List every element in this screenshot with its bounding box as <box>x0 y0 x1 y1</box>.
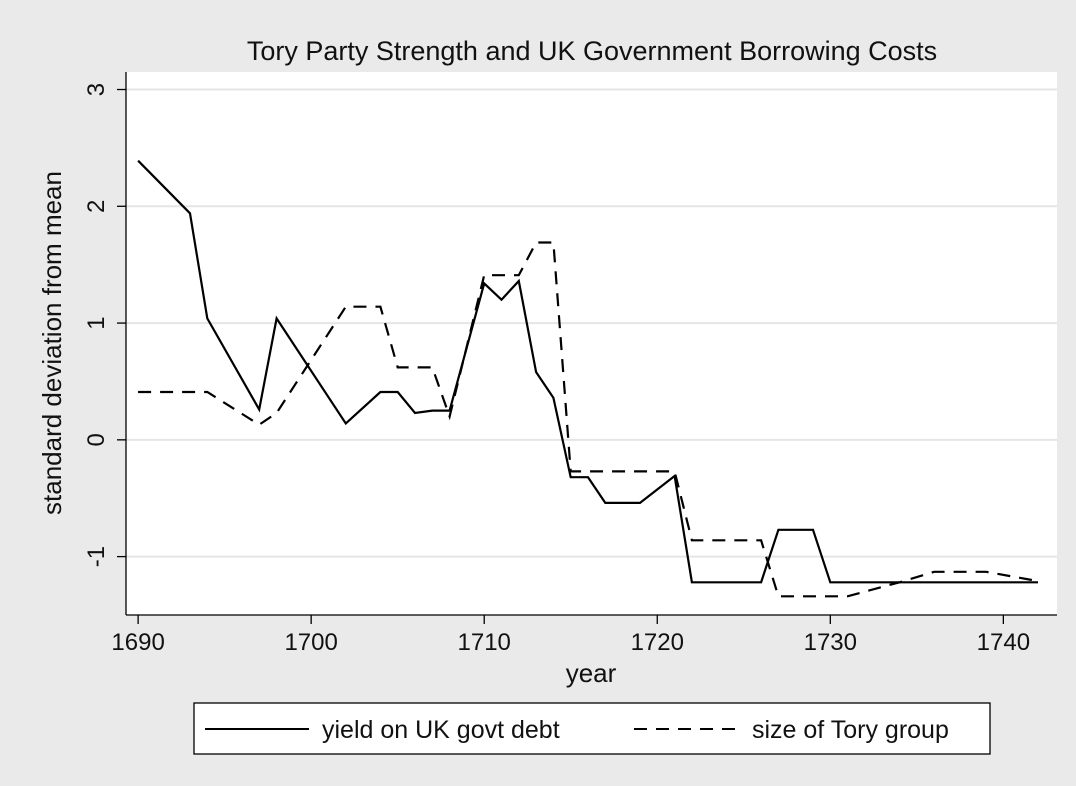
y-tick-label: 3 <box>83 83 110 96</box>
x-tick-label: 1710 <box>458 629 511 656</box>
series-line-yield <box>137 159 1038 584</box>
chart-title: Tory Party Strength and UK Government Bo… <box>247 36 937 66</box>
series-layer <box>137 159 1039 598</box>
x-tick-label: 1740 <box>977 629 1030 656</box>
x-tick-label: 1730 <box>804 629 857 656</box>
x-tick-label: 1720 <box>631 629 684 656</box>
legend-label-yield: yield on UK govt debt <box>322 716 560 744</box>
x-axis-label: year <box>566 658 617 688</box>
y-tick-label: 1 <box>83 316 110 329</box>
x-axis-ticks: 1690 1700 1710 1720 1730 1740 <box>111 615 1030 656</box>
series-line-tory <box>138 241 1039 598</box>
y-tick-label: -1 <box>83 546 110 567</box>
gridlines <box>126 88 1057 558</box>
y-axis-ticks: -1 0 1 2 3 <box>83 83 126 567</box>
legend: yield on UK govt debt size of Tory group <box>193 702 991 755</box>
y-tick-label: 2 <box>83 200 110 213</box>
legend-box <box>193 702 991 755</box>
plot-area <box>126 72 1057 615</box>
y-axis-label: standard deviation from mean <box>37 171 67 515</box>
x-tick-label: 1690 <box>111 629 164 656</box>
y-tick-label: 0 <box>83 433 110 446</box>
x-tick-label: 1700 <box>284 629 337 656</box>
legend-label-tory: size of Tory group <box>752 716 949 744</box>
